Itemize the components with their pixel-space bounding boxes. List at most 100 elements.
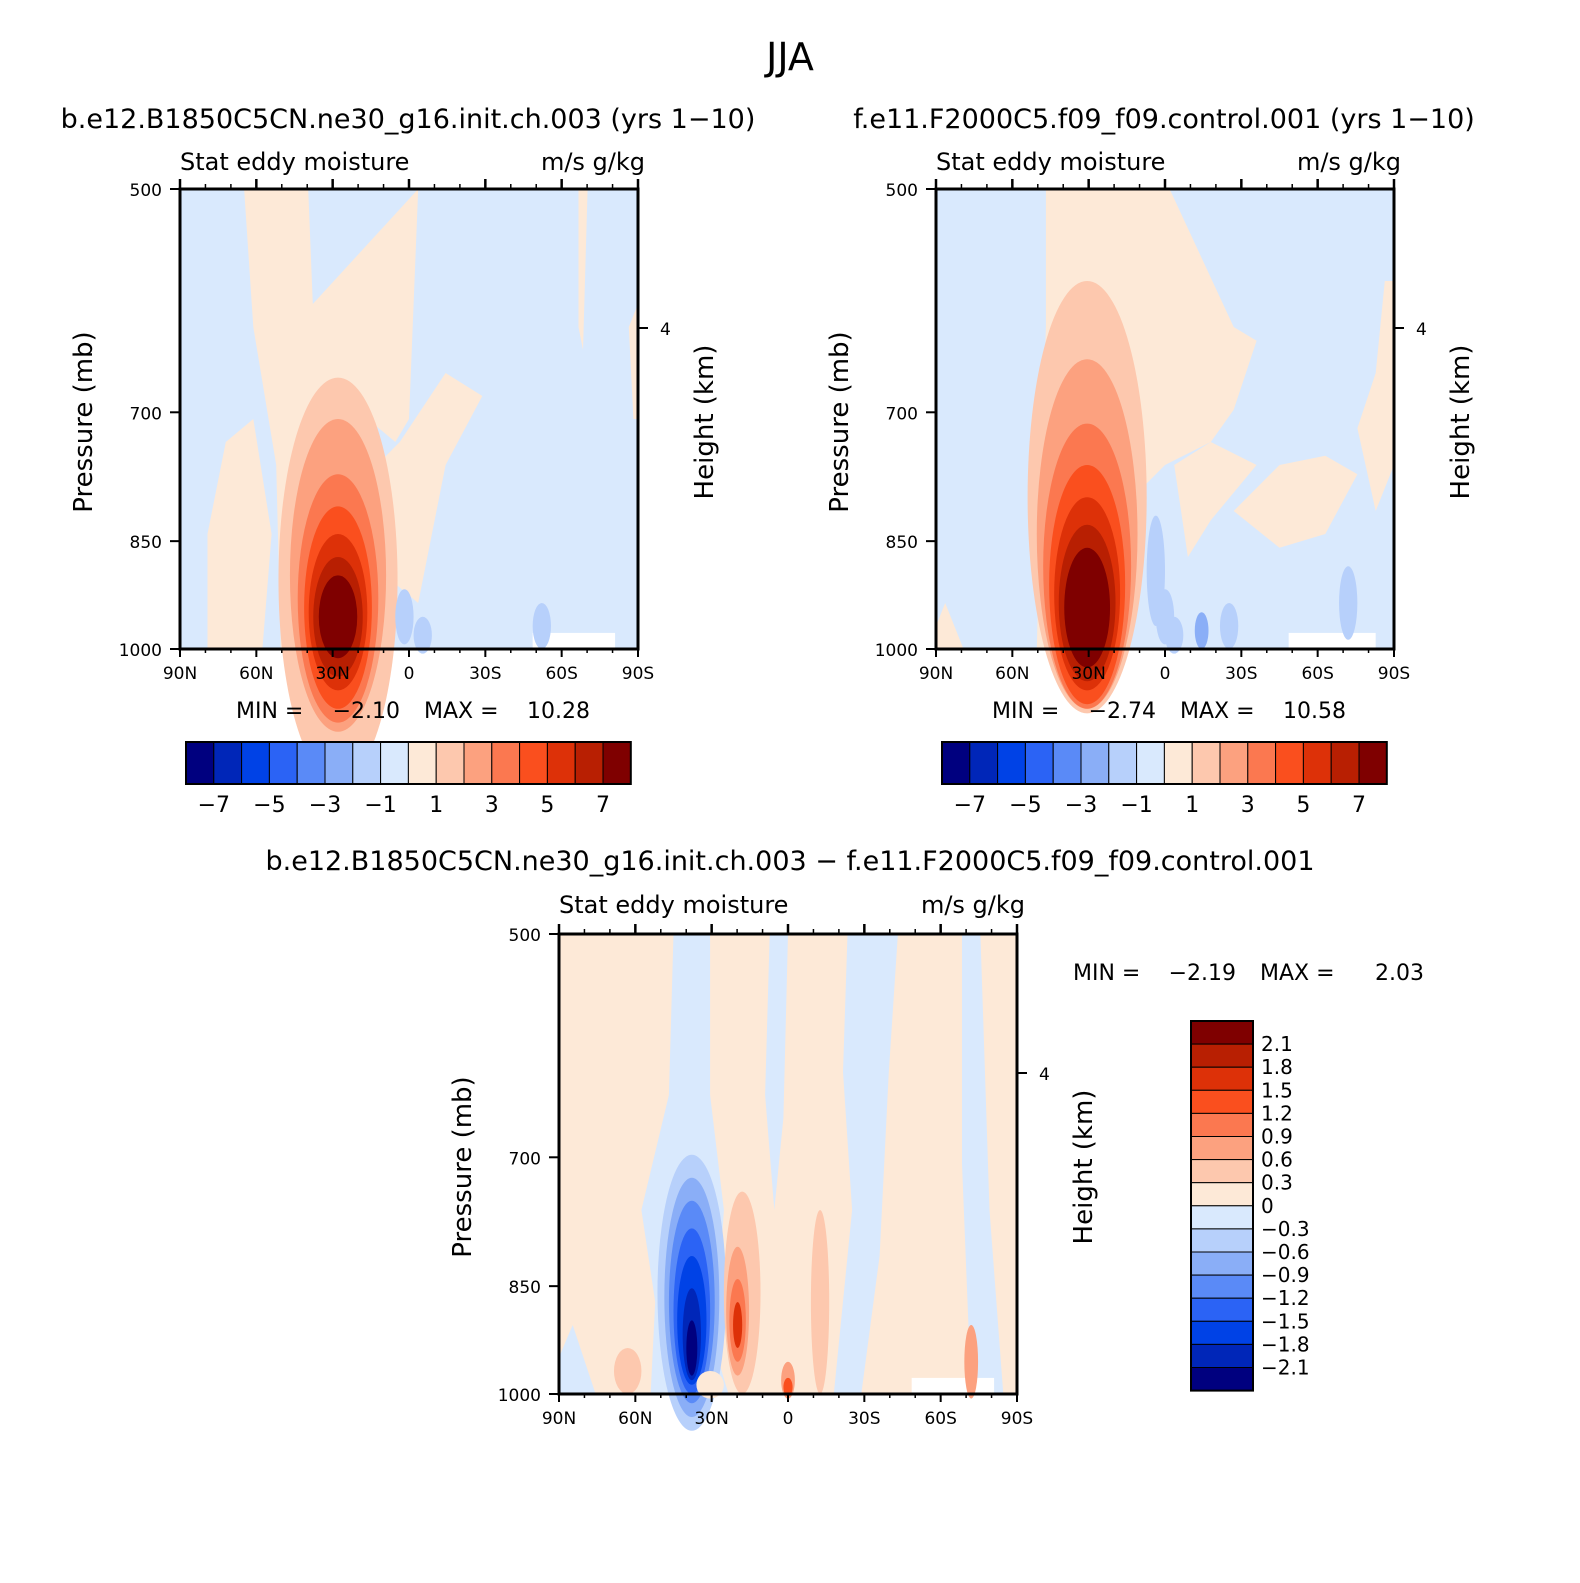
- x-tick-label: 60N: [618, 1409, 652, 1429]
- panel-b-field: [936, 189, 1394, 714]
- contour-fill: [1219, 603, 1239, 649]
- colorbar-label: −7: [954, 793, 986, 818]
- contour-fill: [696, 1371, 724, 1399]
- colorbar-label: 0.9: [1261, 1125, 1293, 1149]
- colorbar-box: [1190, 1089, 1254, 1114]
- colorbar-label: 1.5: [1261, 1078, 1293, 1102]
- colorbar-label: 7: [596, 793, 610, 818]
- panel-diff-max-value: 2.03: [1375, 961, 1424, 986]
- contour-fill: [765, 934, 788, 1210]
- colorbar-label: −3: [1065, 793, 1097, 818]
- contour-fill: [628, 304, 638, 419]
- colorbar-box: [1247, 741, 1277, 785]
- colorbar-label: 3: [485, 793, 499, 818]
- panel-b-min-label: MIN =: [992, 699, 1059, 724]
- colorbar-box: [1190, 1228, 1254, 1253]
- colorbar-frame: [1190, 1020, 1254, 1392]
- x-tick-label: 30S: [1225, 664, 1257, 684]
- colorbar-box: [1190, 1136, 1254, 1161]
- colorbar-box: [268, 741, 298, 785]
- colorbar-label: −7: [198, 793, 230, 818]
- colorbar-label: 1: [429, 793, 443, 818]
- panel-a-min-value: −2.10: [333, 699, 400, 724]
- panel-diff-max-label: MAX =: [1260, 961, 1335, 986]
- x-tick-label: 30N: [315, 664, 349, 684]
- y-tick-label: 1000: [119, 641, 162, 661]
- panel-a-max-label: MAX =: [424, 699, 499, 724]
- colorbar-label: −1: [1120, 793, 1152, 818]
- contour-fill: [911, 1377, 995, 1394]
- colorbar-label: 1.8: [1261, 1055, 1293, 1079]
- colorbar-frame: [941, 741, 1388, 785]
- panel-a-colorbar: −7 −5 −3 −1 1 3 5 7: [185, 741, 632, 818]
- colorbar-label: −3: [309, 793, 341, 818]
- panel-diff-axes: 90N 60N 30N 0 30S 60S 90S 500 700 850 1000 4: [498, 924, 1050, 1429]
- y-tick-label: 700: [886, 404, 918, 424]
- panel-b-colorbar: −7 −5 −3 −1 1 3 5 7: [941, 741, 1388, 818]
- x-tick-label: 60N: [239, 664, 273, 684]
- colorbar-box: [546, 741, 576, 785]
- colorbar-label: 0: [1261, 1194, 1274, 1218]
- panel-a-subtitle-left: Stat eddy moisture: [180, 148, 409, 176]
- y-right-tick-label: 4: [1039, 1065, 1050, 1085]
- colorbar-box: [491, 741, 521, 785]
- panel-a-subtitle-right: m/s g/kg: [541, 148, 645, 176]
- colorbar-box: [574, 741, 604, 785]
- x-tick-label: 90S: [1001, 1409, 1033, 1429]
- colorbar-box: [185, 741, 215, 785]
- colorbar-box: [1136, 741, 1165, 785]
- contour-fill: [532, 603, 551, 649]
- x-tick-label: 60N: [995, 664, 1029, 684]
- colorbar-label: 3: [1241, 793, 1255, 818]
- panel-a: b.e12.B1850C5CN.ne30_g16.init.ch.003 (yr…: [61, 104, 756, 818]
- x-tick-label: 60S: [1301, 664, 1333, 684]
- contour-fill: [733, 1302, 743, 1348]
- colorbar-box: [519, 741, 548, 785]
- y-tick-label: 850: [509, 1278, 541, 1298]
- colorbar-box: [1163, 741, 1193, 785]
- contour-fill: [962, 934, 1004, 1394]
- colorbar-label: 5: [540, 793, 554, 818]
- x-tick-label: 90N: [163, 664, 197, 684]
- panel-diff-min-label: MIN =: [1073, 961, 1140, 986]
- contour-fill: [532, 632, 616, 649]
- contour-fill: [686, 1320, 698, 1376]
- contour-fill: [559, 934, 1017, 1394]
- colorbar-label: −5: [253, 793, 285, 818]
- colorbar-box: [1302, 741, 1332, 785]
- y-tick-label: 700: [130, 404, 162, 424]
- contour-fill: [783, 1377, 793, 1397]
- x-tick-label: 90S: [1378, 664, 1410, 684]
- y-tick-label: 500: [509, 926, 541, 946]
- contour-fill: [1165, 616, 1184, 654]
- colorbar-box: [1190, 1320, 1254, 1345]
- panel-b-axes: 90N 60N 30N 0 30S 60S 90S 500 700 850 1000 4: [875, 179, 1427, 684]
- contour-fill: [613, 1348, 642, 1394]
- colorbar-box: [602, 741, 632, 785]
- panel-a-min-label: MIN =: [236, 699, 303, 724]
- colorbar-label: −0.9: [1261, 1263, 1310, 1287]
- panel-diff-ylabel: Pressure (mb): [448, 1076, 478, 1257]
- colorbar-box: [241, 741, 270, 785]
- panel-b-max-value: 10.58: [1283, 699, 1346, 724]
- colorbar-label: −1: [364, 793, 396, 818]
- panel-diff: b.e12.B1850C5CN.ne30_g16.init.ch.003 − f…: [265, 846, 1424, 1431]
- contour-fill: [1064, 547, 1111, 668]
- colorbar-label: −0.3: [1261, 1217, 1310, 1241]
- colorbar-box: [1330, 741, 1360, 785]
- contour-fill: [395, 589, 414, 645]
- y-tick-label: 850: [130, 533, 162, 553]
- colorbar-box: [1190, 1182, 1254, 1207]
- colorbar-box: [1190, 1205, 1254, 1230]
- x-tick-label: 60S: [545, 664, 577, 684]
- contour-fill: [1357, 281, 1394, 511]
- colorbar-frame: [185, 741, 632, 785]
- contour-fill: [1174, 442, 1257, 557]
- contour-fill: [413, 616, 432, 654]
- contour-fill: [833, 934, 898, 1394]
- panel-diff-min-value: −2.19: [1169, 961, 1236, 986]
- x-tick-label: 30N: [1071, 664, 1105, 684]
- contour-fill: [1288, 632, 1376, 649]
- x-tick-label: 30S: [848, 1409, 880, 1429]
